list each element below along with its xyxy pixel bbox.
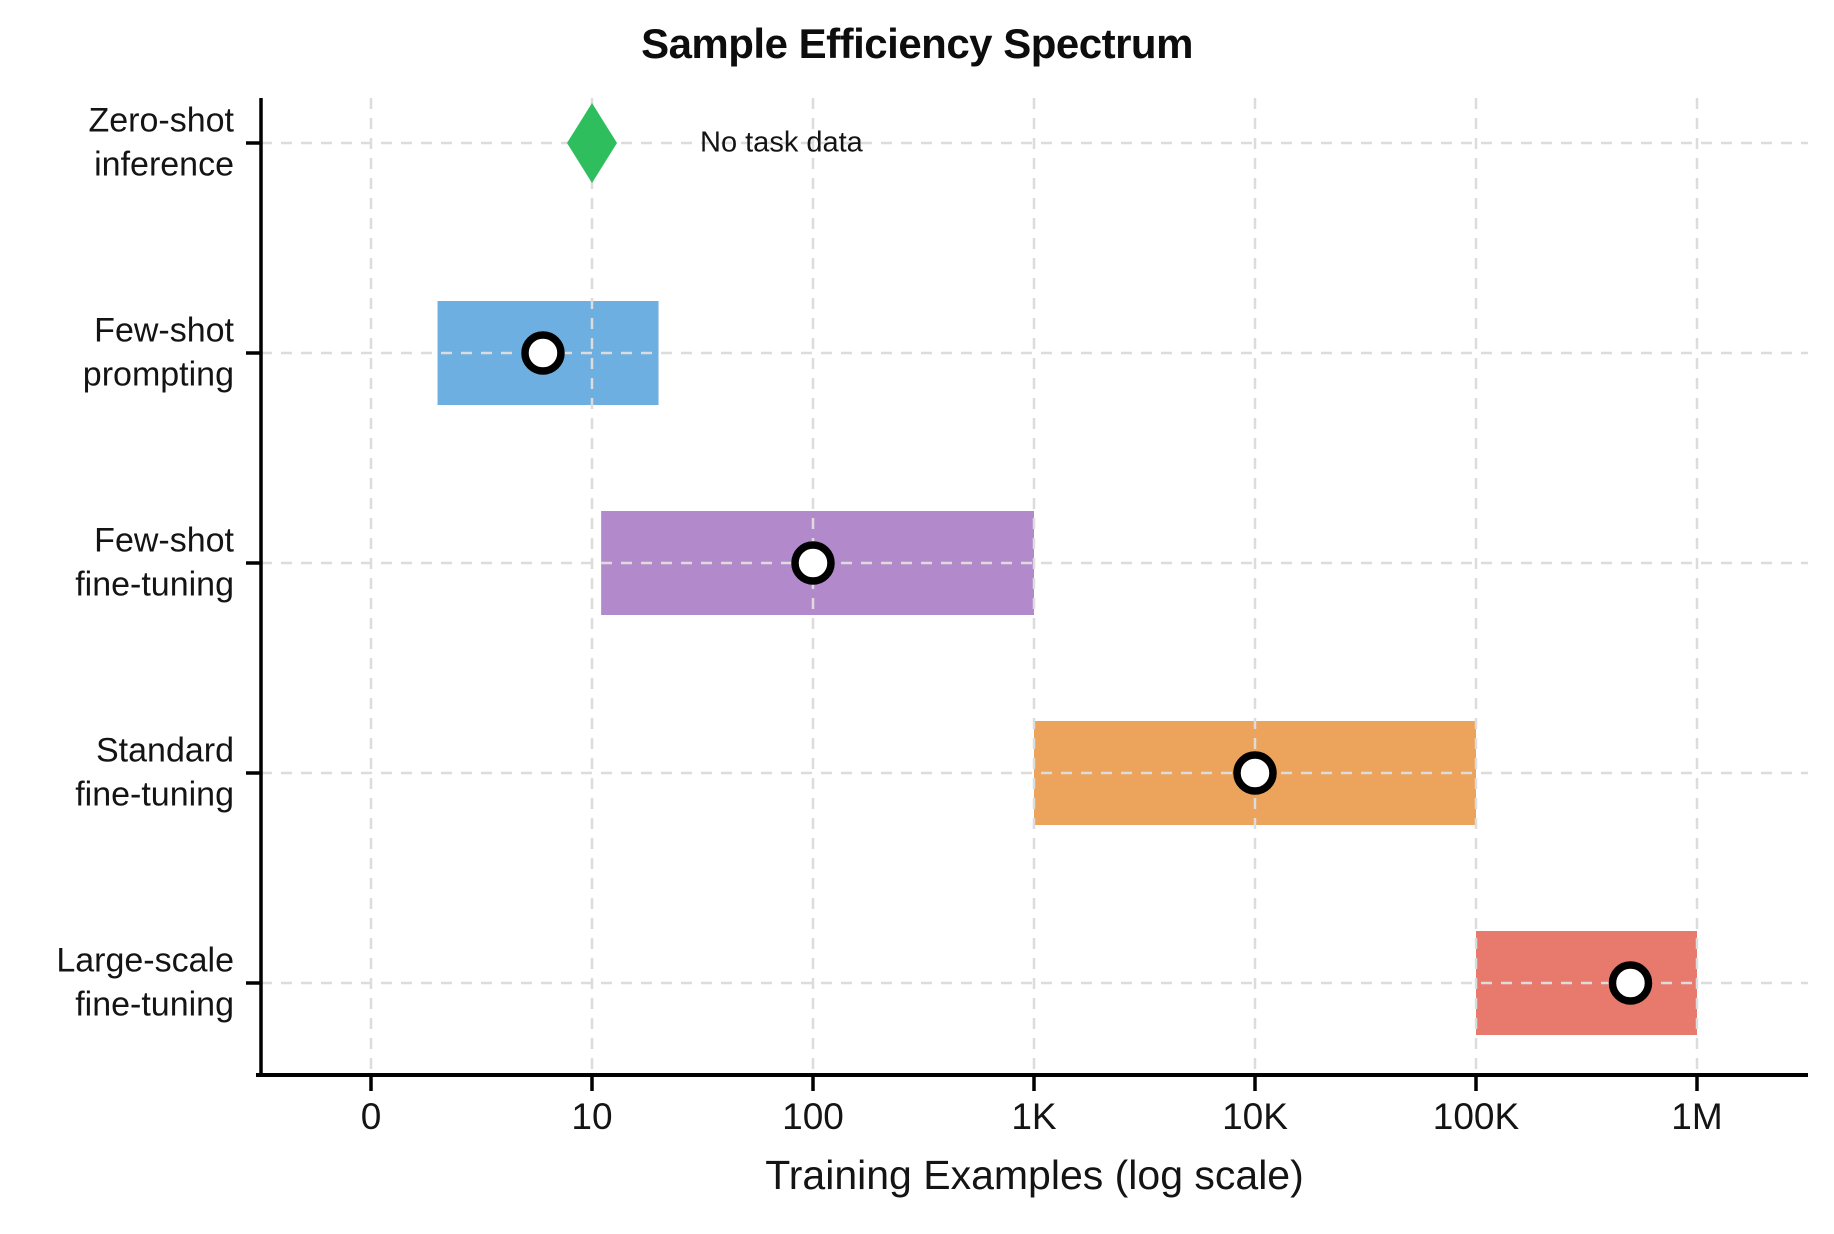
category-label-few-shot-prompting: Few-shot prompting [82,311,234,393]
x-tick-label-100: 100 [782,1096,844,1137]
typical-marker-few-shot-fine-tuning [791,541,835,585]
x-axis-label: Training Examples (log scale) [765,1152,1304,1198]
x-tick-label-1K: 1K [1011,1096,1057,1137]
x-tick-label-100K: 100K [1432,1096,1520,1137]
category-label-few-shot-fine-tuning: Few-shot fine-tuning [75,521,234,603]
x-tick-label-10: 10 [571,1096,613,1137]
x-tick-label-0: 0 [360,1096,382,1137]
no-task-data-annotation: No task data [700,126,863,159]
chart-title: Sample Efficiency Spectrum [641,20,1193,67]
category-label-large-scale-fine-tuning: Large-scale fine-tuning [56,941,234,1023]
category-label-zero-shot-inference: Zero-shot inference [88,101,235,183]
category-label-standard-fine-tuning: Standard fine-tuning [75,731,234,813]
x-tick-label-1M: 1M [1671,1096,1723,1137]
typical-marker-few-shot-prompting [521,331,565,375]
typical-marker-large-scale-fine-tuning [1608,961,1653,1005]
x-tick-label-10K: 10K [1222,1096,1288,1137]
diamond-marker-zero-shot-inference [567,103,617,183]
typical-marker-standard-fine-tuning [1233,751,1277,795]
